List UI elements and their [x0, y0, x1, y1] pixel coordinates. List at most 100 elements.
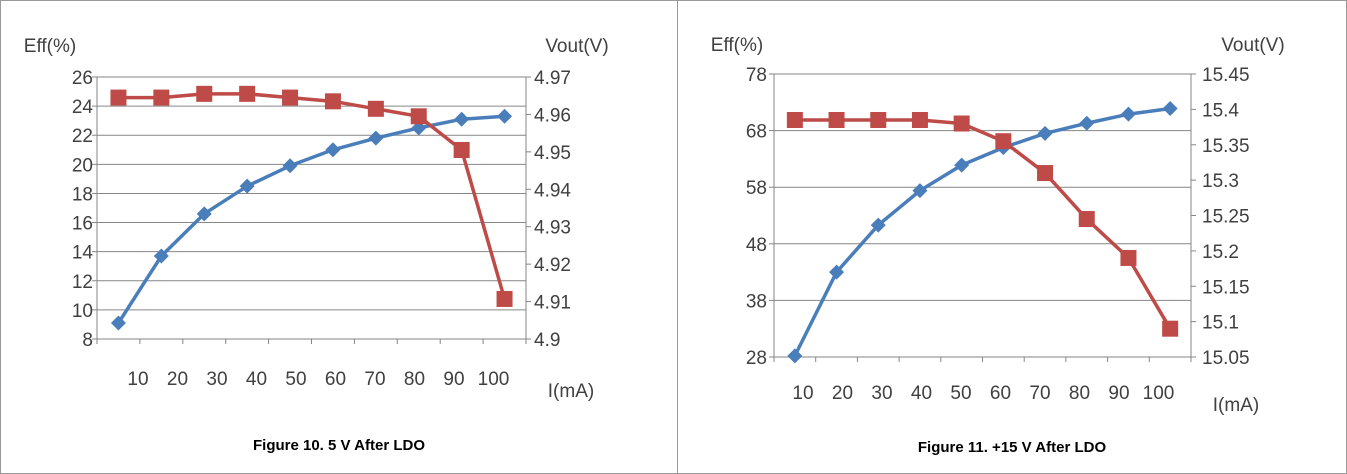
x-tick-label: 70 — [1029, 383, 1050, 404]
vout-point — [953, 115, 970, 132]
vout-point — [828, 111, 845, 128]
y2-tick-label: 15.1 — [1202, 313, 1239, 334]
x-tick-label: 10 — [792, 383, 813, 404]
y2-tick-label: 4.92 — [534, 255, 571, 276]
y2-tick-label: 15.05 — [1202, 348, 1250, 369]
y-tick-label: 24 — [72, 97, 94, 118]
y2-tick-label: 4.91 — [534, 293, 571, 314]
x-tick-label: 100 — [1143, 383, 1175, 404]
x-tick-label: 90 — [443, 369, 464, 390]
vout-series-line — [118, 92, 507, 300]
vout-point — [1078, 211, 1095, 228]
vout-point — [453, 141, 470, 158]
efficiency-point — [454, 111, 470, 127]
y-tick-label: 20 — [72, 155, 93, 176]
vout-series-line — [794, 118, 1172, 330]
x-tick-label: 40 — [246, 369, 267, 390]
y2-tick-label: 15.45 — [1202, 65, 1250, 86]
x-tick-label: 60 — [325, 369, 346, 390]
y2-tick-label: 4.9 — [534, 330, 560, 351]
efficiency-point — [110, 315, 126, 331]
chart-15v-after-ldo: 28 38 48 58 68 78 15.05 15.1 15.15 15.2 15.25 15.3 1… — [711, 35, 1285, 416]
vout-point — [153, 89, 170, 106]
x-tick-label: 20 — [832, 383, 853, 404]
y2-tick-label: 4.96 — [534, 105, 571, 126]
x-tick-label: 60 — [990, 383, 1011, 404]
y-tick-label: 16 — [72, 214, 93, 235]
y2-axis-label: Vout(V) — [1221, 35, 1284, 56]
efficiency-point — [912, 183, 928, 199]
y-tick-label: 14 — [72, 243, 94, 264]
x-tick-label: 50 — [285, 369, 306, 390]
vout-point — [324, 93, 341, 110]
y-tick-label: 18 — [72, 184, 93, 205]
vout-point — [786, 111, 803, 128]
y2-tick-label: 15.15 — [1202, 277, 1250, 298]
y-tick-label: 58 — [746, 178, 767, 199]
y-tick-label: 22 — [72, 126, 93, 147]
vout-point — [1120, 249, 1137, 266]
y-tick-label: 8 — [82, 330, 93, 351]
y-axis-label: Eff(%) — [711, 35, 763, 56]
x-tick-label: 90 — [1108, 383, 1129, 404]
x-tick-label: 30 — [871, 383, 892, 404]
vout-point — [911, 111, 928, 128]
efficiency-point — [1162, 101, 1178, 117]
figure-11-caption: Figure 11. +15 V After LDO — [917, 439, 1107, 456]
y2-tick-label: 15.2 — [1202, 242, 1239, 263]
x-tick-label: 70 — [364, 369, 385, 390]
vout-point — [995, 133, 1012, 150]
figure-10-caption: Figure 10. 5 V After LDO — [253, 437, 425, 454]
y-tick-label: 28 — [746, 348, 767, 369]
vout-point — [870, 111, 887, 128]
figure-11-cell: 28 38 48 58 68 78 15.05 15.1 15.15 15.2 15.25 15.3 1… — [678, 1, 1346, 473]
x-tick-label: 50 — [950, 383, 971, 404]
vout-point — [410, 108, 427, 125]
efficiency-point — [239, 178, 255, 194]
y2-tick-label: 4.93 — [534, 218, 571, 239]
y-tick-label: 12 — [72, 272, 93, 293]
y2-tick-label: 15.4 — [1202, 100, 1239, 121]
efficiency-point — [1079, 115, 1095, 131]
y-tick-label: 26 — [72, 68, 93, 89]
x-tick-label: 80 — [404, 369, 425, 390]
efficiency-point — [829, 264, 845, 280]
figure-10-cell: 8 10 12 14 16 18 20 22 24 26 4.9 4.91 4.92 4.93 4.94 4.… — [1, 1, 678, 473]
y2-tick-label: 4.95 — [534, 143, 571, 164]
efficiency-point — [153, 248, 169, 264]
vout-point — [282, 89, 299, 106]
y2-tick-label: 15.35 — [1202, 136, 1250, 157]
efficiency-point — [497, 108, 513, 124]
vout-point — [496, 290, 513, 307]
x-axis-label: I(mA) — [1213, 395, 1259, 416]
x-axis-label: I(mA) — [548, 381, 594, 402]
x-tick-label: 40 — [911, 383, 932, 404]
efficiency-point — [787, 348, 803, 364]
x-tick-label: 30 — [206, 369, 227, 390]
vout-point — [1162, 320, 1179, 337]
efficiency-series-line — [116, 114, 505, 324]
efficiency-point — [196, 206, 212, 222]
y2-axis-label: Vout(V) — [545, 36, 608, 57]
x-tick-label: 80 — [1069, 383, 1090, 404]
efficiency-series-line — [793, 106, 1171, 357]
efficiency-point — [1037, 125, 1053, 141]
y-tick-label: 48 — [746, 235, 767, 256]
efficiency-point — [325, 142, 341, 158]
vout-point — [1037, 165, 1054, 182]
efficiency-point — [870, 217, 886, 233]
x-tick-label: 10 — [127, 369, 148, 390]
y-tick-label: 68 — [746, 122, 767, 143]
chart-5v-after-ldo: 8 10 12 14 16 18 20 22 24 26 4.9 4.91 4.92 4.93 4.94 4.… — [24, 36, 609, 402]
vout-point — [239, 85, 256, 102]
y-tick-label: 38 — [746, 291, 767, 312]
y-tick-label: 78 — [746, 65, 767, 86]
y2-tick-label: 15.3 — [1202, 171, 1239, 192]
x-tick-label: 100 — [478, 369, 510, 390]
y-axis-label: Eff(%) — [24, 36, 76, 57]
efficiency-point — [1120, 106, 1136, 122]
y2-tick-label: 15.25 — [1202, 207, 1250, 228]
vout-point — [110, 89, 127, 106]
x-tick-label: 20 — [167, 369, 188, 390]
